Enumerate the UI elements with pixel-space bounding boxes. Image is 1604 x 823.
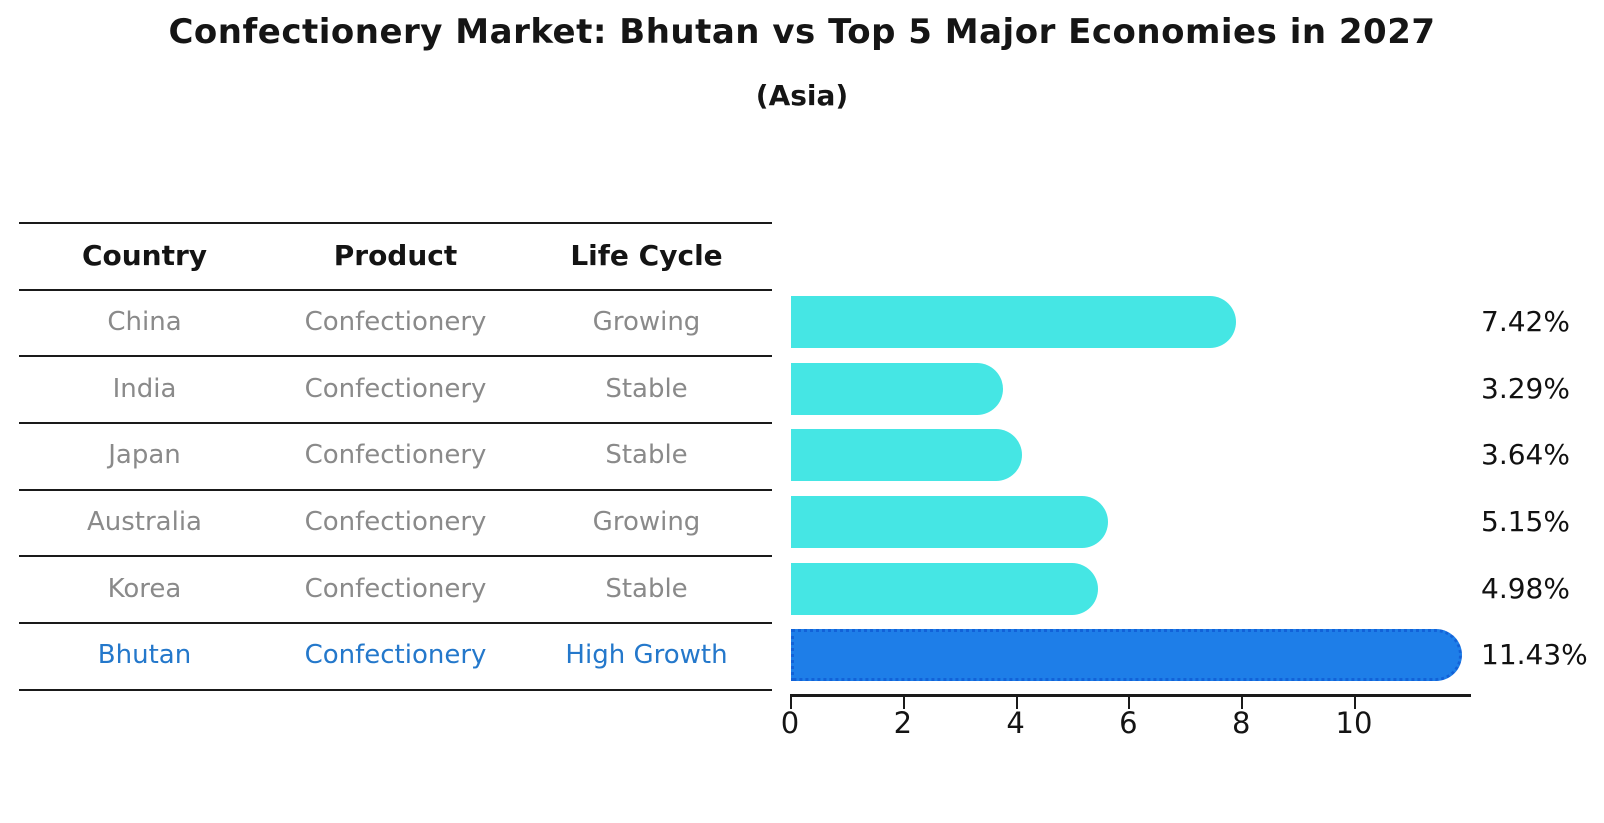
cell-life_cycle: Stable — [605, 573, 688, 604]
bar-value-label: 11.43% — [1481, 638, 1588, 672]
cell-life_cycle: High Growth — [565, 640, 728, 671]
x-axis-tick — [1015, 696, 1018, 709]
table-row-japan: Japan Confectionery Stable — [19, 422, 772, 489]
x-axis-tick — [1128, 696, 1131, 709]
bar-australia — [791, 495, 1108, 548]
header-cell: Product — [333, 238, 458, 272]
chart-title: Confectionery Market: Bhutan vs Top 5 Ma… — [168, 12, 1436, 52]
cell-product: Confectionery — [304, 373, 487, 404]
bar-japan — [791, 429, 1023, 482]
table-row-bhutan: Bhutan Confectionery High Growth — [19, 622, 772, 689]
cell-life_cycle: Stable — [605, 373, 688, 404]
table-header-row: Country Product Life Cycle — [19, 222, 772, 289]
header-cell: Life Cycle — [570, 238, 723, 272]
x-axis-tick — [1241, 696, 1244, 709]
x-axis-tick-label: 0 — [780, 706, 800, 740]
bar-value-label: 4.98% — [1481, 571, 1570, 605]
cell-product: Confectionery — [304, 440, 487, 471]
table-divider-line — [19, 222, 772, 224]
cell-life_cycle: Growing — [592, 306, 701, 337]
bar-value-label: 7.42% — [1481, 305, 1570, 338]
bar-china — [791, 296, 1236, 348]
table-divider-line — [19, 621, 772, 624]
table-divider-line — [19, 555, 772, 558]
cell-country: Bhutan — [97, 640, 192, 671]
bar-korea — [791, 562, 1098, 615]
table-divider-line — [19, 288, 772, 291]
x-axis-tick — [902, 696, 905, 709]
bar-value-label: 5.15% — [1481, 504, 1570, 538]
header-cell: Country — [81, 238, 208, 272]
table-divider-line — [19, 422, 772, 424]
bar-value-label: 3.64% — [1481, 438, 1570, 472]
x-axis-tick-label: 4 — [1006, 706, 1025, 740]
cell-country: China — [107, 306, 182, 337]
x-axis-tick — [1354, 696, 1356, 709]
x-axis-tick-label: 10 — [1335, 706, 1373, 740]
cell-life_cycle: Stable — [605, 440, 688, 471]
x-axis-line — [790, 694, 1471, 697]
cell-life_cycle: Growing — [592, 506, 701, 537]
table-row-india: India Confectionery Stable — [19, 355, 772, 422]
table-divider-line — [19, 688, 772, 691]
cell-product: Confectionery — [304, 506, 487, 537]
cell-product: Confectionery — [304, 306, 487, 337]
table-row-korea: Korea Confectionery Stable — [19, 555, 772, 622]
cell-product: Confectionery — [304, 573, 487, 604]
table-divider-line — [19, 355, 772, 358]
cell-country: Japan — [108, 440, 181, 471]
x-axis-tick-label: 8 — [1231, 706, 1251, 740]
bar-value-label: 3.29% — [1481, 371, 1570, 405]
x-axis-tick-label: 6 — [1119, 706, 1138, 740]
table-divider-line — [19, 488, 772, 491]
cell-country: Korea — [107, 573, 182, 604]
cell-country: Australia — [86, 506, 202, 537]
chart-subtitle: (Asia) — [755, 79, 849, 112]
x-axis-tick-label: 2 — [893, 706, 913, 740]
cell-country: India — [112, 373, 177, 404]
table-row-china: China Confectionery Growing — [19, 289, 772, 356]
x-axis-tick — [790, 696, 792, 709]
bar-bhutan — [791, 629, 1462, 682]
table-row-australia: Australia Confectionery Growing — [19, 489, 772, 556]
bar-india — [791, 362, 1003, 415]
cell-product: Confectionery — [304, 640, 487, 671]
